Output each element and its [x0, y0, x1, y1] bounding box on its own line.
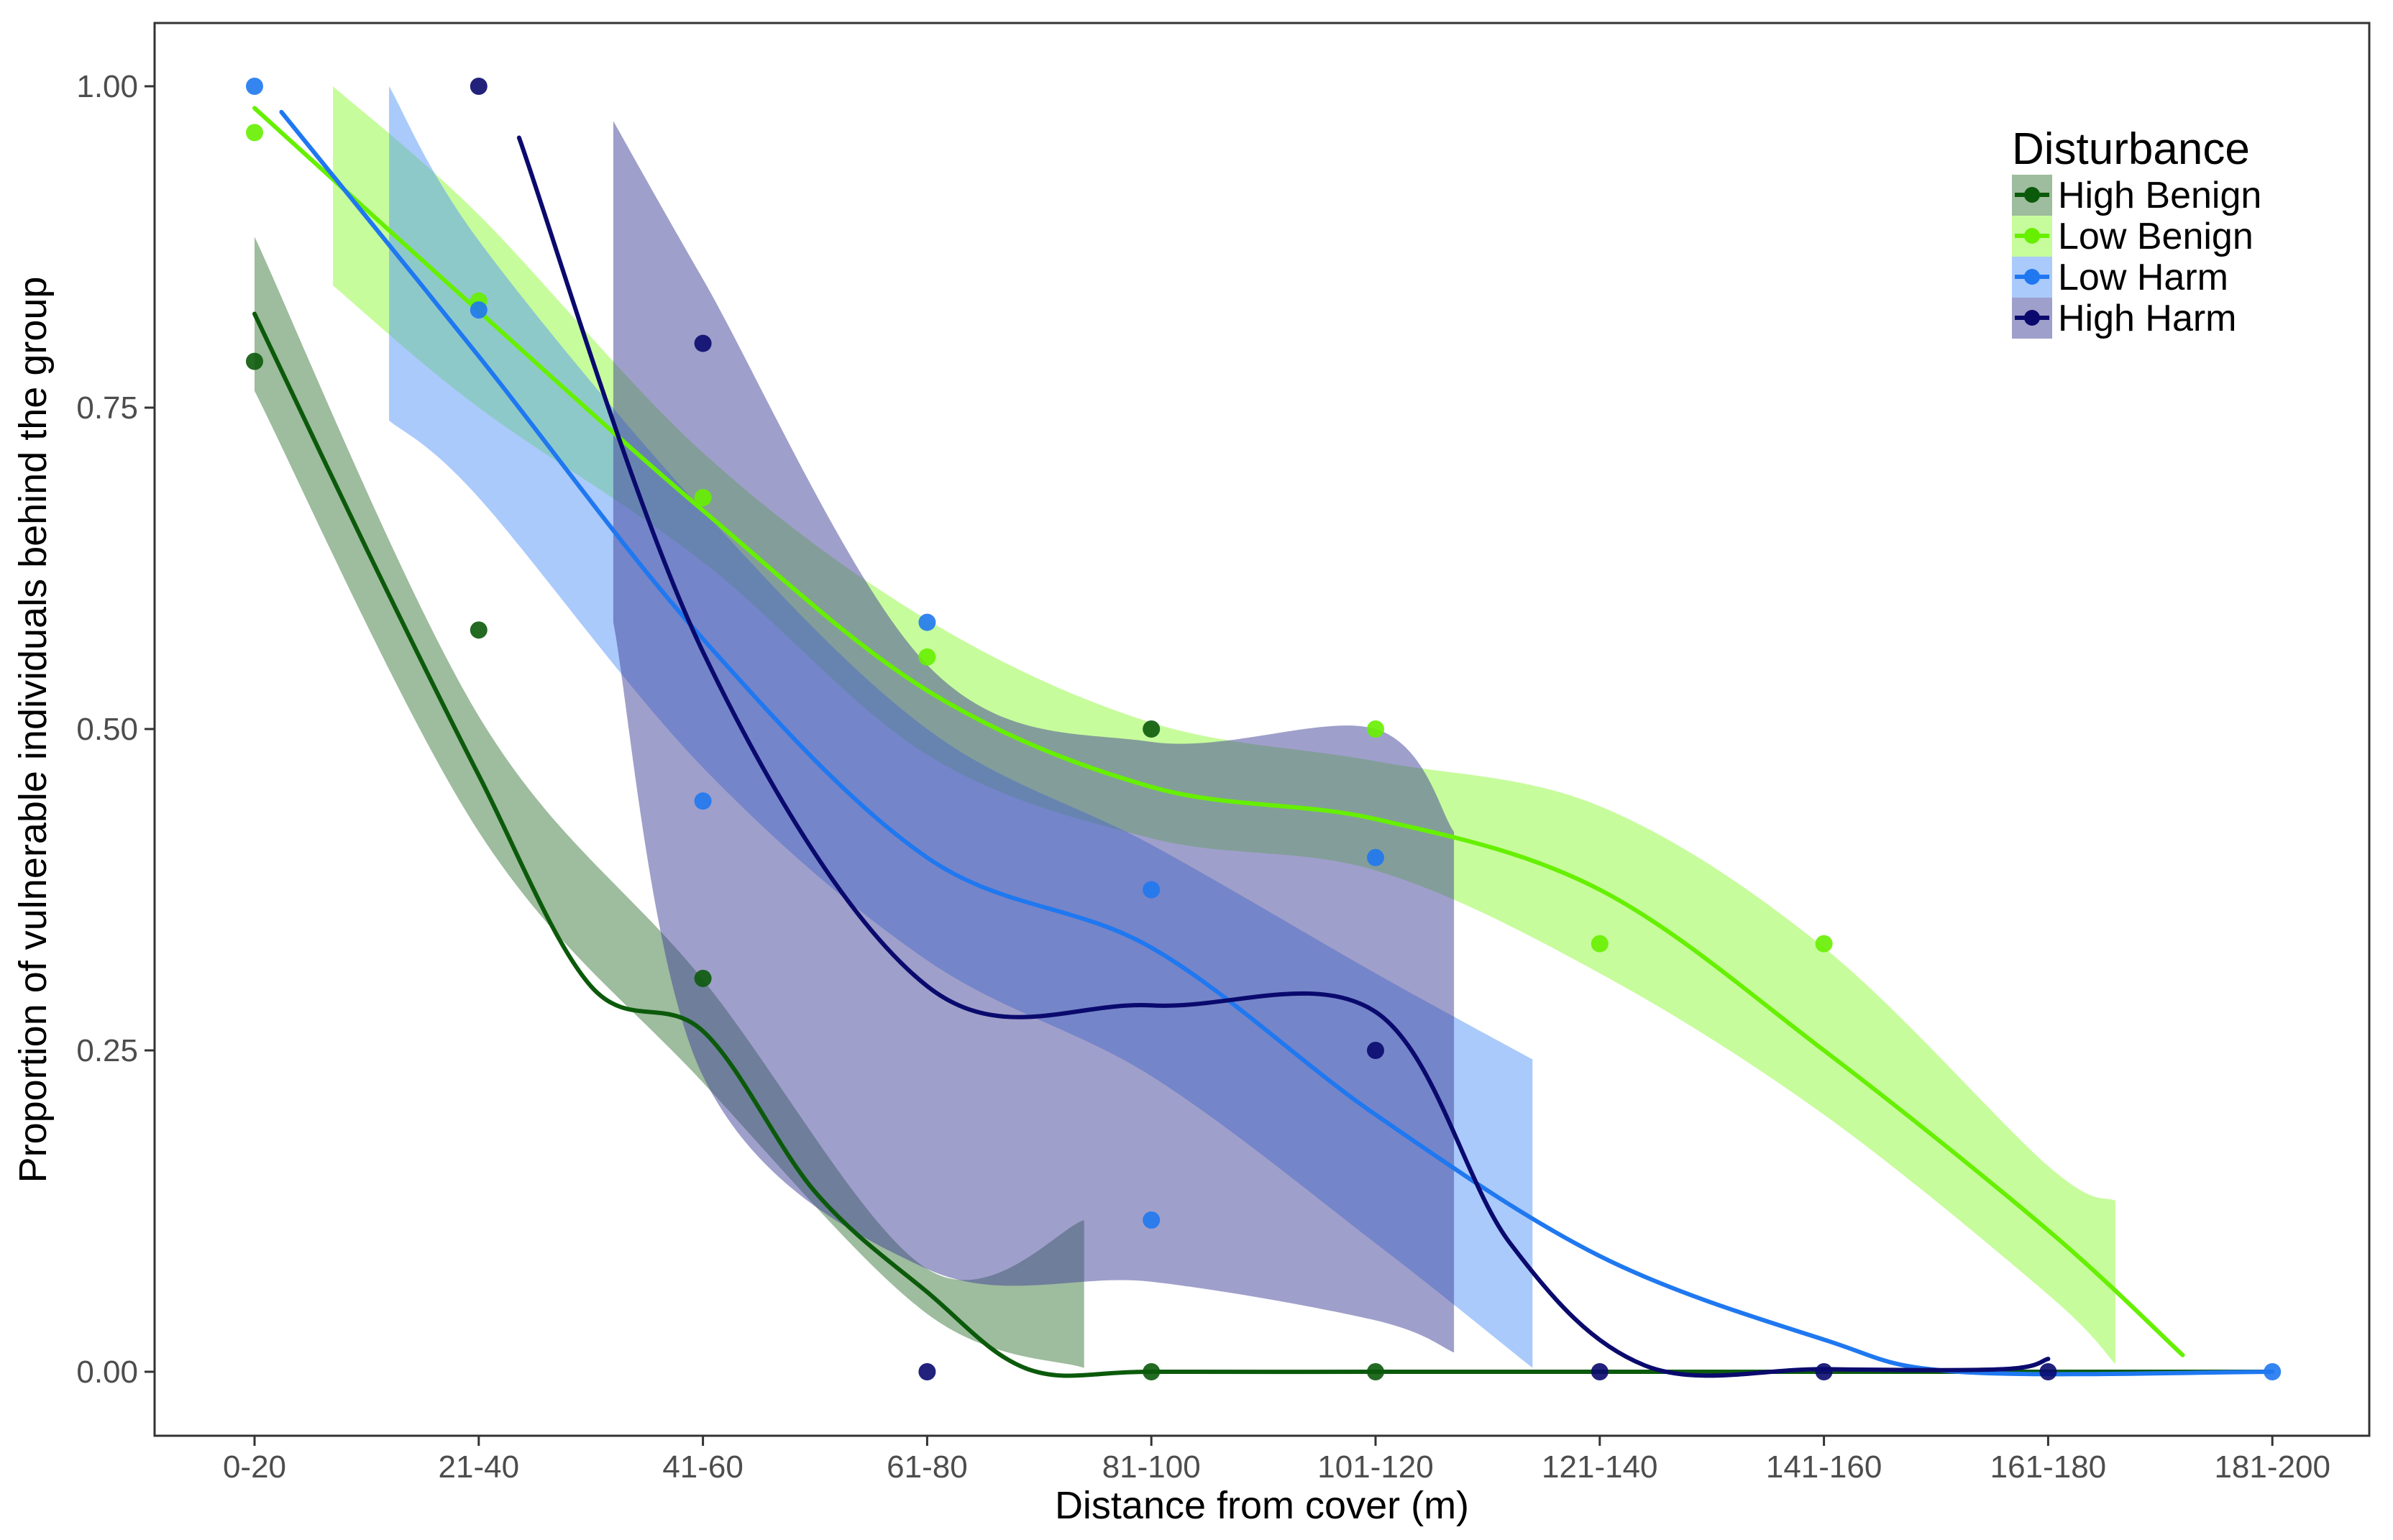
point-low-benign-0	[246, 124, 263, 142]
x-tick-label-4: 81-100	[1102, 1449, 1201, 1485]
line-high-harm	[516, 135, 2051, 1378]
y-tick-label-1: 0.25	[76, 1033, 138, 1068]
point-low-harm-4	[1143, 881, 1161, 899]
legend-label-low-harm: Low Harm	[2058, 257, 2228, 298]
point-high-harm-5	[1815, 1363, 1833, 1380]
line-low-benign	[252, 106, 2185, 1357]
x-axis: 0-20 21-40 41-60 61-80 81-100 101-120 121-140 1…	[223, 1436, 2330, 1485]
point-high-benign-4	[1143, 1363, 1161, 1380]
y-axis-title: Proportion of vulnerable individuals beh…	[12, 277, 55, 1183]
point-high-benign-0	[246, 352, 263, 370]
y-tick-label-0: 0.00	[76, 1355, 138, 1390]
point-high-harm-1	[694, 334, 712, 352]
legend-key-point-low-harm	[2024, 269, 2040, 285]
y-tick-label-2: 0.50	[76, 712, 138, 747]
point-low-benign-5	[1591, 935, 1609, 953]
line-low-harm	[279, 109, 2275, 1377]
point-low-harm-5	[1143, 1211, 1161, 1229]
point-high-harm-3	[1367, 1042, 1384, 1059]
point-high-benign-2	[694, 969, 712, 987]
x-tick-label-3: 61-80	[887, 1449, 968, 1485]
point-low-harm-0	[246, 78, 263, 95]
point-high-benign-3	[1143, 720, 1161, 738]
legend-label-low-benign: Low Benign	[2058, 216, 2254, 257]
point-high-harm-6	[2039, 1363, 2057, 1380]
legend-title: Disturbance	[2012, 124, 2250, 174]
legend-key-point-high-harm	[2024, 310, 2040, 326]
point-high-harm-4	[1591, 1363, 1609, 1380]
legend-key-point-high-benign	[2024, 187, 2040, 203]
point-low-harm-6	[1367, 848, 1384, 866]
x-tick-label-1: 21-40	[439, 1449, 520, 1485]
x-tick-label-2: 41-60	[662, 1449, 743, 1485]
y-tick-label-4: 1.00	[76, 69, 138, 104]
point-low-benign-6	[1815, 935, 1833, 953]
point-high-harm-2	[918, 1363, 936, 1380]
y-tick-label-3: 0.75	[76, 390, 138, 426]
y-axis: 0.00 0.25 0.50 0.75 1.00	[76, 69, 155, 1390]
point-low-harm-7	[2264, 1363, 2282, 1380]
point-low-harm-2	[694, 792, 712, 810]
point-high-benign-5	[1367, 1363, 1384, 1380]
point-low-harm-3	[918, 613, 936, 631]
data-points	[246, 78, 2282, 1380]
point-low-benign-3	[918, 648, 936, 666]
legend-key-point-low-benign	[2024, 228, 2040, 244]
point-high-harm-0	[470, 78, 488, 95]
confidence-bands	[255, 86, 2115, 1368]
x-tick-label-6: 121-140	[1542, 1449, 1657, 1485]
band-high-harm	[613, 121, 1455, 1353]
point-low-benign-4	[1367, 720, 1384, 738]
x-tick-label-7: 141-160	[1766, 1449, 1882, 1485]
legend-label-high-benign: High Benign	[2058, 175, 2261, 216]
point-low-harm-1	[470, 301, 488, 319]
x-tick-label-0: 0-20	[223, 1449, 286, 1485]
legend-label-high-harm: High Harm	[2058, 298, 2237, 339]
x-tick-label-5: 101-120	[1317, 1449, 1433, 1485]
x-tick-label-8: 161-180	[1990, 1449, 2106, 1485]
point-low-benign-2	[694, 489, 712, 507]
x-axis-title: Distance from cover (m)	[1055, 1484, 1469, 1527]
point-high-benign-1	[470, 621, 488, 639]
x-tick-label-9: 181-200	[2214, 1449, 2330, 1485]
